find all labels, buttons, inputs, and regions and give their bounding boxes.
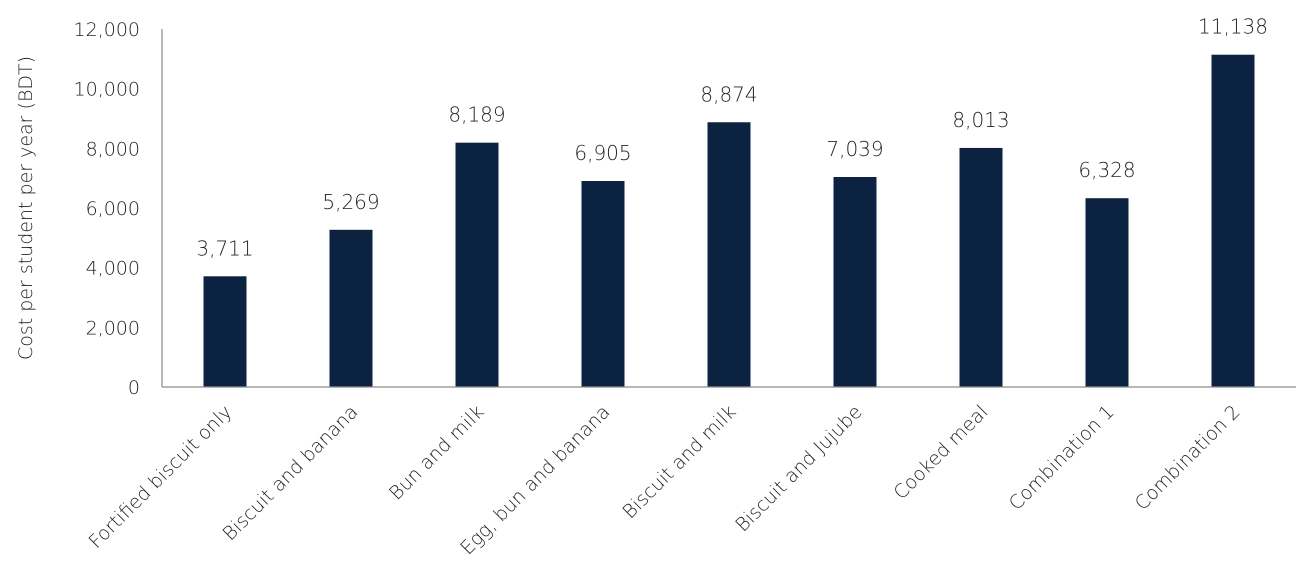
bar-value-label: 8,874 [700, 82, 757, 106]
bar-value-label: 8,189 [448, 103, 505, 127]
bar [329, 229, 373, 387]
bar-value-label: 6,328 [1078, 158, 1135, 182]
y-tick-label: 10,000 [74, 79, 140, 101]
y-tick-label: 12,000 [74, 19, 140, 41]
y-tick-label: 0 [128, 377, 140, 399]
bar [833, 177, 877, 387]
bar [203, 276, 247, 387]
y-tick-label: 8,000 [86, 138, 140, 160]
bars-group [203, 54, 1255, 387]
bar-value-label: 8,013 [952, 108, 1009, 132]
x-category-label: Bun and milk [385, 401, 489, 505]
x-category-label: Biscuit and banana [218, 401, 362, 545]
bar [1085, 198, 1129, 387]
bar-value-label: 11,138 [1198, 15, 1268, 39]
x-category-label: Biscuit and milk [618, 401, 740, 523]
x-category-label: Fortified biscuit only [85, 401, 237, 553]
bar [959, 147, 1003, 387]
bar-value-label: 3,711 [196, 236, 253, 260]
bar [581, 181, 625, 387]
bar [1211, 54, 1255, 387]
x-category-label: Biscuit and Jujube [731, 401, 866, 536]
y-tick-label: 2,000 [86, 317, 140, 339]
bar-value-label: 5,269 [322, 190, 379, 214]
bar-value-label: 6,905 [574, 141, 631, 165]
y-tick-label: 6,000 [86, 198, 140, 220]
x-category-label: Combination 2 [1131, 401, 1245, 515]
y-axis-title: Cost per student per year (BDT) [15, 56, 37, 360]
bar [707, 122, 751, 387]
y-axis-ticks: 0 2,000 4,000 6,000 8,000 10,000 12,000 [74, 19, 140, 399]
bar [455, 142, 499, 387]
x-category-label: Combination 1 [1005, 401, 1119, 515]
value-labels-group: 3,711 5,269 8,189 6,905 8,874 7,039 8,013 6,328… [196, 15, 1268, 261]
y-tick-label: 4,000 [86, 258, 140, 280]
bar-value-label: 7,039 [826, 137, 883, 161]
x-category-label: Cooked meal [889, 401, 992, 504]
